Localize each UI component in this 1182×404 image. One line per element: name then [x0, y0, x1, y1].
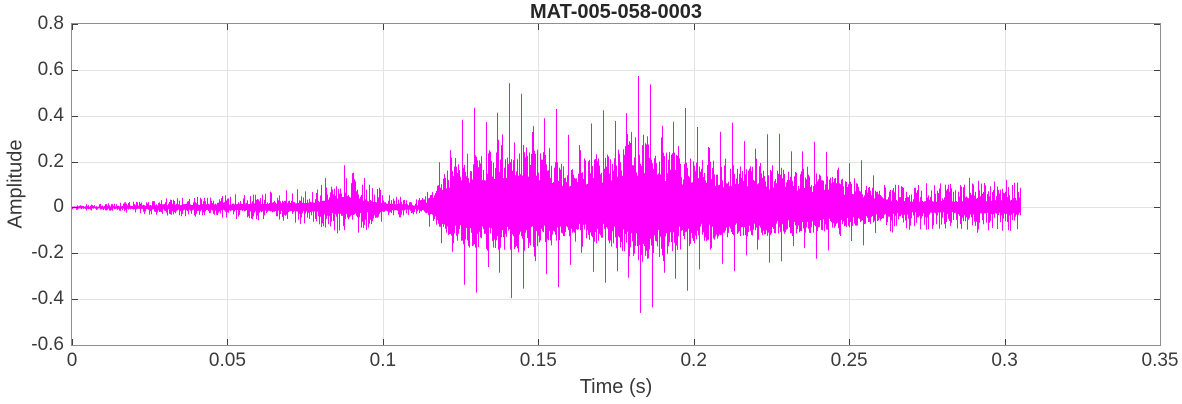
axis-ticks: [72, 24, 1160, 345]
y-tick-label: -0.6: [31, 334, 64, 355]
plot-area: [71, 23, 1161, 346]
y-tick-label: -0.2: [31, 242, 64, 264]
x-tick-label: 0.2: [680, 350, 707, 371]
x-tick-label: 0: [66, 350, 78, 371]
y-tick-label: 0.2: [37, 150, 64, 172]
waveform-plot: [72, 24, 1160, 345]
x-tick-label: 0.35: [1141, 350, 1179, 371]
x-tick-label: 0.1: [369, 350, 397, 371]
x-tick-label: 0.05: [208, 350, 246, 371]
x-axis-label: Time (s): [579, 376, 653, 398]
x-tick-label: 0.25: [830, 350, 868, 371]
y-tick-label: 0.8: [37, 13, 64, 34]
x-tick-label: 0.15: [519, 350, 557, 371]
y-tick-label: 0.4: [37, 104, 64, 126]
y-tick-label: 0.6: [37, 58, 64, 80]
waveform-path: [72, 76, 1021, 313]
y-tick-label: 0: [53, 196, 64, 218]
x-tick-label: 0.3: [991, 350, 1018, 371]
chart-title: MAT-005-058-0003: [530, 1, 702, 23]
y-tick-label: -0.4: [31, 288, 64, 310]
